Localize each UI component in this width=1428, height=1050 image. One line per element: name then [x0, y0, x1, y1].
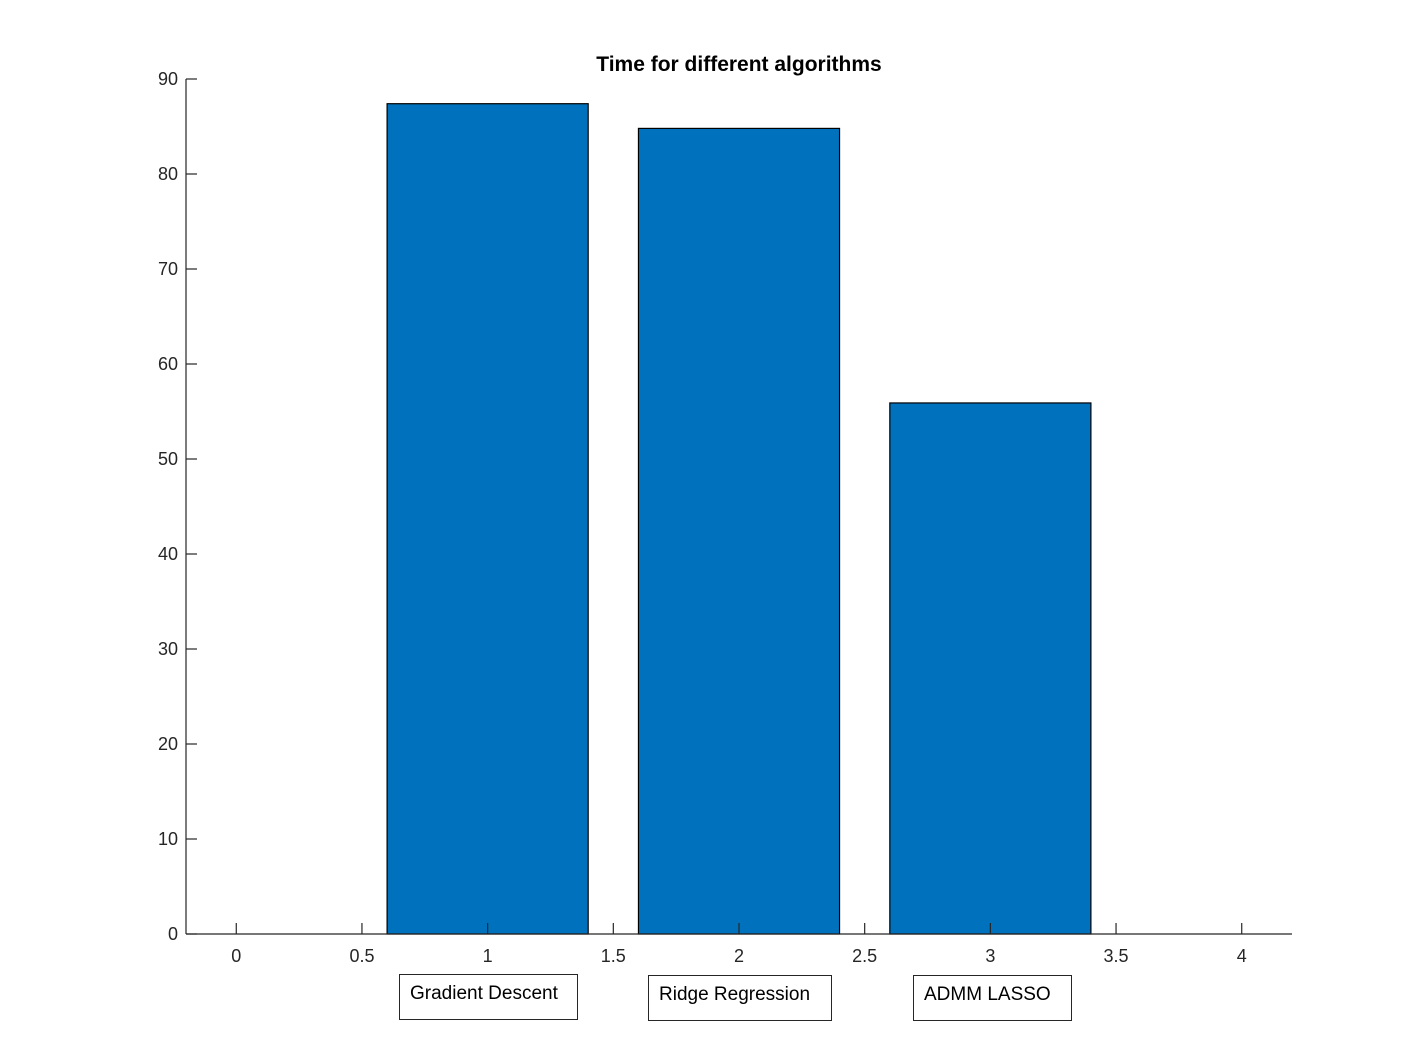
x-tick-label: 3	[985, 946, 995, 966]
y-tick-label: 40	[158, 544, 178, 564]
x-tick-label: 4	[1237, 946, 1247, 966]
x-tick-label: 0.5	[349, 946, 374, 966]
annotation-ridge-regression: Ridge Regression	[648, 975, 832, 1021]
bars-layer	[386, 103, 1092, 935]
x-tick-label: 0	[231, 946, 241, 966]
y-tick-label: 50	[158, 449, 178, 469]
bar-3	[889, 402, 1092, 935]
annotation-gradient-descent: Gradient Descent	[399, 974, 578, 1020]
x-tick-label: 2	[734, 946, 744, 966]
bar-2	[637, 127, 841, 935]
y-tick-label: 90	[158, 69, 178, 89]
annotation-admm-lasso: ADMM LASSO	[913, 975, 1072, 1021]
y-tick-label: 70	[158, 259, 178, 279]
y-tick-label: 30	[158, 639, 178, 659]
x-tick-label: 1.5	[601, 946, 626, 966]
bar-1	[386, 103, 589, 935]
y-tick-label: 0	[168, 924, 178, 944]
x-tick-label: 2.5	[852, 946, 877, 966]
y-tick-label: 20	[158, 734, 178, 754]
chart-title: Time for different algorithms	[596, 53, 881, 76]
x-tick-label: 1	[483, 946, 493, 966]
axes-layer: 0 10 20 30 40 50 60 70 80 90 0 0.5 1 1.5 2 2.5 3 3.5 4	[158, 69, 1292, 966]
y-tick-label: 60	[158, 354, 178, 374]
y-tick-label: 10	[158, 829, 178, 849]
y-tick-label: 80	[158, 164, 178, 184]
x-tick-label: 3.5	[1104, 946, 1129, 966]
